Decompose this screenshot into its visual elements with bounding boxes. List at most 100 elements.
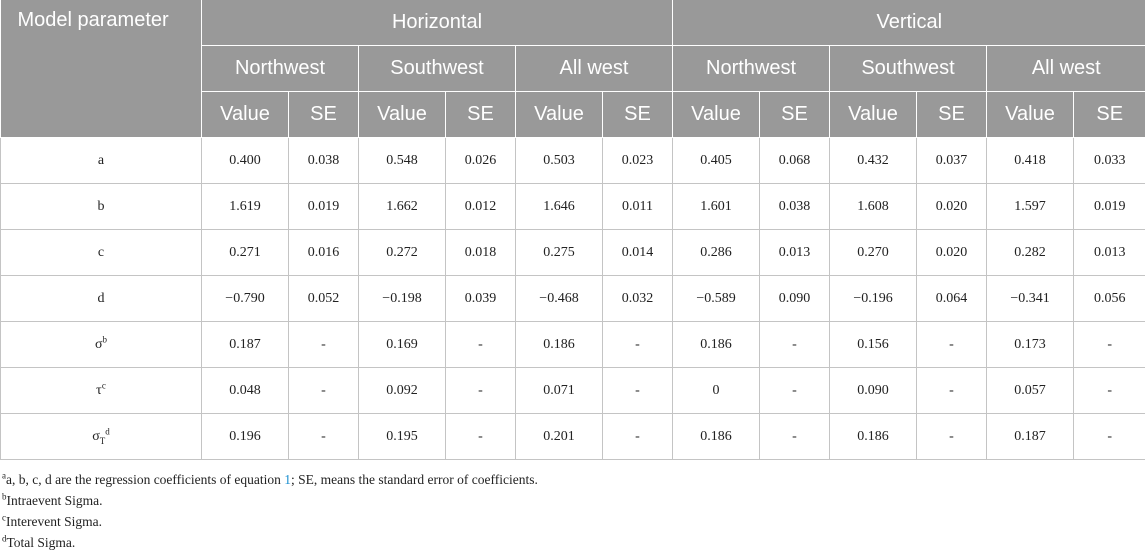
se-cell: - bbox=[1074, 368, 1145, 414]
se-cell: 0.068 bbox=[760, 138, 830, 184]
se-cell: - bbox=[603, 414, 673, 460]
se-cell: - bbox=[917, 322, 987, 368]
table-row: σb 0.187 - 0.169 - 0.186 - 0.186 - 0.156… bbox=[1, 322, 1145, 368]
se-cell: 0.038 bbox=[760, 184, 830, 230]
se-cell: 0.020 bbox=[917, 230, 987, 276]
param-cell: b bbox=[1, 184, 202, 230]
se-cell: 0.023 bbox=[603, 138, 673, 184]
footnote-d: dTotal Sigma. bbox=[2, 532, 1145, 553]
header-se: SE bbox=[917, 92, 987, 138]
footnote-text: Total Sigma. bbox=[7, 535, 76, 550]
param-subscript: T bbox=[100, 435, 106, 445]
value-cell: 0.071 bbox=[516, 368, 603, 414]
se-cell: - bbox=[289, 414, 359, 460]
se-cell: 0.032 bbox=[603, 276, 673, 322]
value-cell: 0.057 bbox=[987, 368, 1074, 414]
header-region: Northwest bbox=[202, 46, 359, 92]
header-group-vertical: Vertical bbox=[673, 0, 1145, 46]
value-cell: 0.186 bbox=[673, 322, 760, 368]
se-cell: 0.013 bbox=[1074, 230, 1145, 276]
value-cell: 0.187 bbox=[987, 414, 1074, 460]
value-cell: 0.186 bbox=[516, 322, 603, 368]
footnote-text: a, b, c, d are the regression coefficien… bbox=[6, 472, 284, 487]
value-cell: 0.270 bbox=[830, 230, 917, 276]
value-cell: 0.186 bbox=[830, 414, 917, 460]
header-region: All west bbox=[516, 46, 673, 92]
header-se: SE bbox=[760, 92, 830, 138]
se-cell: 0.019 bbox=[1074, 184, 1145, 230]
value-cell: 0 bbox=[673, 368, 760, 414]
footnote-text: Interevent Sigma. bbox=[6, 514, 102, 529]
se-cell: - bbox=[917, 368, 987, 414]
header-se: SE bbox=[446, 92, 516, 138]
value-cell: −0.589 bbox=[673, 276, 760, 322]
value-cell: 0.286 bbox=[673, 230, 760, 276]
header-group-horizontal: Horizontal bbox=[202, 0, 673, 46]
se-cell: - bbox=[917, 414, 987, 460]
table-row: c 0.271 0.016 0.272 0.018 0.275 0.014 0.… bbox=[1, 230, 1145, 276]
header-value: Value bbox=[673, 92, 760, 138]
coefficient-table: Model parameter Horizontal Vertical Nort… bbox=[0, 0, 1145, 460]
param-symbol: d bbox=[98, 291, 105, 306]
table-row: d −0.790 0.052 −0.198 0.039 −0.468 0.032… bbox=[1, 276, 1145, 322]
header-value: Value bbox=[987, 92, 1074, 138]
value-cell: 0.432 bbox=[830, 138, 917, 184]
value-cell: −0.198 bbox=[359, 276, 446, 322]
value-cell: 0.173 bbox=[987, 322, 1074, 368]
table-row: b 1.619 0.019 1.662 0.012 1.646 0.011 1.… bbox=[1, 184, 1145, 230]
param-symbol: a bbox=[98, 153, 104, 168]
footnote-text: ; SE, means the standard error of coeffi… bbox=[291, 472, 538, 487]
footnote-a: aa, b, c, d are the regression coefficie… bbox=[2, 469, 1145, 490]
header-value: Value bbox=[359, 92, 446, 138]
se-cell: - bbox=[1074, 414, 1145, 460]
se-cell: 0.013 bbox=[760, 230, 830, 276]
value-cell: 0.092 bbox=[359, 368, 446, 414]
se-cell: - bbox=[289, 368, 359, 414]
header-model-parameter: Model parameter bbox=[1, 0, 202, 138]
footnote-mark: c bbox=[102, 380, 106, 390]
se-cell: - bbox=[446, 368, 516, 414]
value-cell: 1.646 bbox=[516, 184, 603, 230]
value-cell: 0.186 bbox=[673, 414, 760, 460]
value-cell: 0.282 bbox=[987, 230, 1074, 276]
value-cell: 1.662 bbox=[359, 184, 446, 230]
param-cell: c bbox=[1, 230, 202, 276]
param-cell: σb bbox=[1, 322, 202, 368]
value-cell: 0.271 bbox=[202, 230, 289, 276]
table-row: a 0.400 0.038 0.548 0.026 0.503 0.023 0.… bbox=[1, 138, 1145, 184]
value-cell: 0.156 bbox=[830, 322, 917, 368]
header-region: Southwest bbox=[359, 46, 516, 92]
se-cell: - bbox=[603, 322, 673, 368]
se-cell: 0.016 bbox=[289, 230, 359, 276]
header-value: Value bbox=[516, 92, 603, 138]
value-cell: 0.418 bbox=[987, 138, 1074, 184]
footnote-mark: d bbox=[105, 426, 110, 436]
se-cell: - bbox=[760, 322, 830, 368]
param-symbol: c bbox=[98, 245, 104, 260]
value-cell: 1.597 bbox=[987, 184, 1074, 230]
footnote-text: Intraevent Sigma. bbox=[7, 493, 103, 508]
se-cell: 0.014 bbox=[603, 230, 673, 276]
se-cell: 0.056 bbox=[1074, 276, 1145, 322]
table-row: σTd 0.196 - 0.195 - 0.201 - 0.186 - 0.18… bbox=[1, 414, 1145, 460]
value-cell: 0.187 bbox=[202, 322, 289, 368]
value-cell: 0.272 bbox=[359, 230, 446, 276]
value-cell: −0.341 bbox=[987, 276, 1074, 322]
se-cell: 0.012 bbox=[446, 184, 516, 230]
se-cell: 0.019 bbox=[289, 184, 359, 230]
value-cell: 0.090 bbox=[830, 368, 917, 414]
value-cell: 0.548 bbox=[359, 138, 446, 184]
header-se: SE bbox=[289, 92, 359, 138]
se-cell: - bbox=[603, 368, 673, 414]
param-cell: d bbox=[1, 276, 202, 322]
table-footnotes: aa, b, c, d are the regression coefficie… bbox=[0, 469, 1145, 553]
header-se: SE bbox=[603, 92, 673, 138]
header-se: SE bbox=[1074, 92, 1145, 138]
se-cell: - bbox=[289, 322, 359, 368]
footnote-c: cInterevent Sigma. bbox=[2, 511, 1145, 532]
se-cell: - bbox=[760, 368, 830, 414]
value-cell: 0.400 bbox=[202, 138, 289, 184]
header-region: Southwest bbox=[830, 46, 987, 92]
value-cell: −0.196 bbox=[830, 276, 917, 322]
value-cell: 0.196 bbox=[202, 414, 289, 460]
